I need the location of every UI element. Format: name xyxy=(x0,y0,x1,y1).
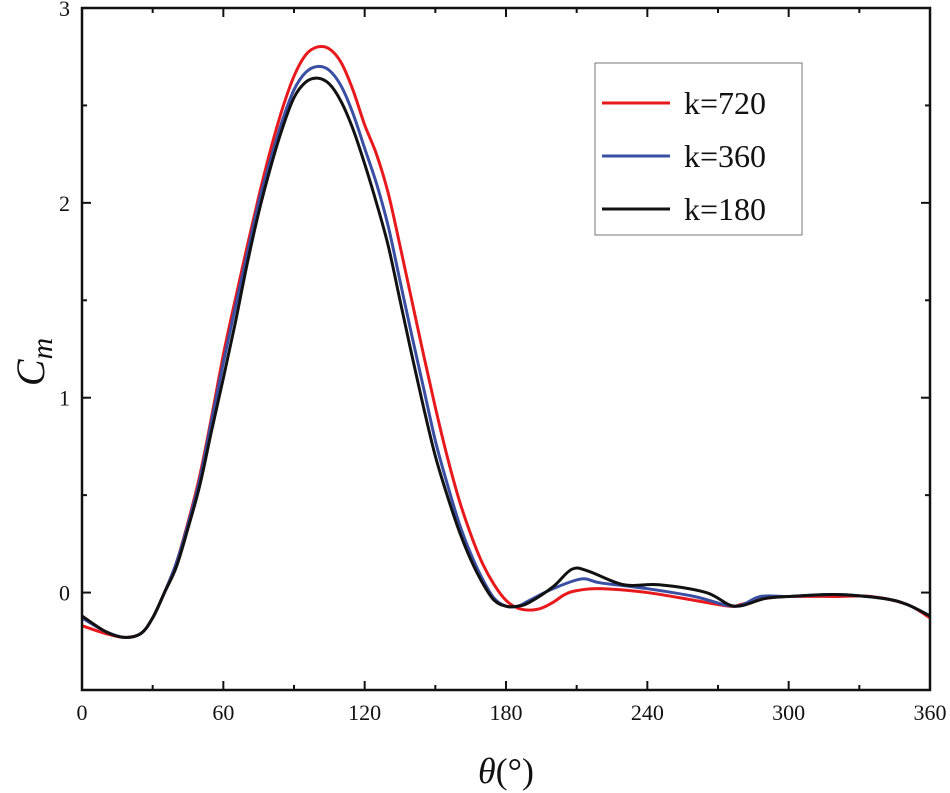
y-tick-label: 0 xyxy=(59,581,70,606)
plot-frame xyxy=(80,6,932,692)
x-tick-label: 240 xyxy=(631,700,664,725)
legend-box xyxy=(594,62,803,236)
y-axis-label: Cm xyxy=(8,338,59,386)
x-axis-label: θ(°) xyxy=(478,751,534,791)
legend-label: k=180 xyxy=(684,191,766,227)
x-tick-label: 360 xyxy=(914,700,947,725)
y-tick-label: 1 xyxy=(59,386,70,411)
y-tick-label: 2 xyxy=(59,191,70,216)
x-tick-label: 0 xyxy=(77,700,88,725)
legend: k=720 k=360 k=180 xyxy=(594,62,803,236)
series-line-k=180 xyxy=(81,76,931,639)
y-tick-label: 3 xyxy=(59,0,70,21)
x-tick-label: 60 xyxy=(212,700,234,725)
x-tick-label: 300 xyxy=(772,700,805,725)
series-line-k=720 xyxy=(81,44,931,639)
x-tick-label: 180 xyxy=(490,700,523,725)
legend-label: k=360 xyxy=(684,138,766,174)
legend-label: k=720 xyxy=(684,85,766,121)
x-tick-label: 120 xyxy=(348,700,381,725)
series-line-k=360 xyxy=(81,64,931,639)
